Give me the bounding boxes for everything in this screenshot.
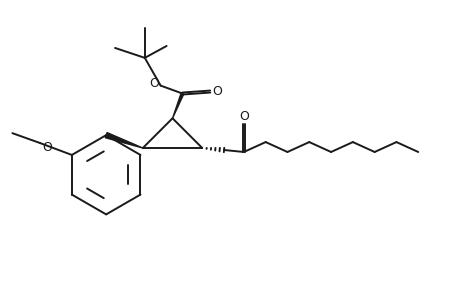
- Text: O: O: [238, 110, 248, 123]
- Text: O: O: [148, 77, 158, 90]
- Text: O: O: [42, 140, 52, 154]
- Polygon shape: [172, 93, 183, 118]
- Polygon shape: [105, 133, 142, 148]
- Text: O: O: [212, 85, 222, 98]
